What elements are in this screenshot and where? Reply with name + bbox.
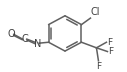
Text: O: O <box>8 29 15 39</box>
Text: C: C <box>21 34 28 44</box>
Text: F: F <box>96 62 101 71</box>
Text: F: F <box>108 47 114 56</box>
Text: Cl: Cl <box>91 7 100 17</box>
Text: N: N <box>34 39 41 49</box>
Text: F: F <box>107 38 113 47</box>
